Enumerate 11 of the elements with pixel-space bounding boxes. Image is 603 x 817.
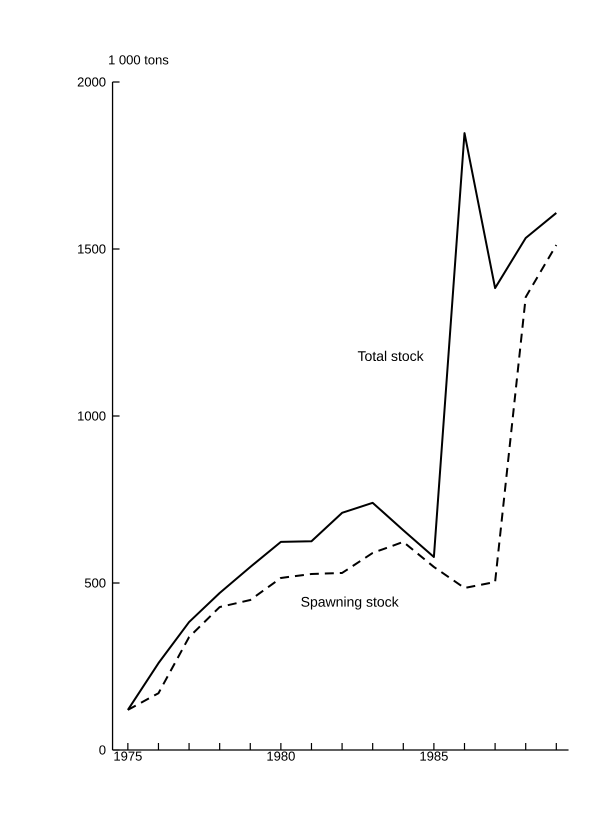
x-tick-label: 1980 bbox=[268, 752, 296, 761]
series-label: Total stock bbox=[358, 350, 424, 362]
x-tick-label: 1975 bbox=[114, 752, 142, 761]
y-tick-label: 500 bbox=[85, 578, 106, 588]
y-tick-label: 2000 bbox=[78, 77, 106, 87]
x-tick-label: 1985 bbox=[420, 752, 448, 761]
y-axis-title: 1 000 tons bbox=[109, 55, 169, 64]
y-tick-label: 1500 bbox=[78, 244, 106, 254]
y-tick-label: 1000 bbox=[78, 411, 106, 421]
series-label: Spawning stock bbox=[302, 596, 399, 610]
y-tick-label: 0 bbox=[100, 745, 106, 755]
